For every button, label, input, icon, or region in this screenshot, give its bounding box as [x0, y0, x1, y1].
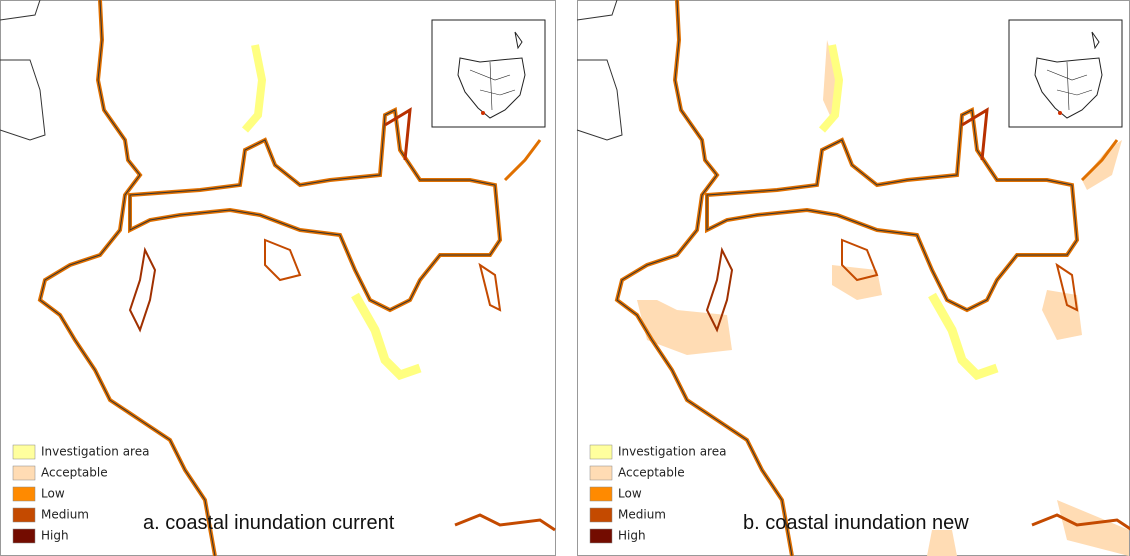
legend-label: Low: [618, 487, 642, 501]
legend-swatch: [13, 445, 35, 459]
figure: a. coastal inundation current Investigat…: [0, 0, 1130, 556]
page: a. coastal inundation current Investigat…: [0, 0, 1130, 556]
legend-label: High: [618, 529, 646, 543]
legend-swatch: [13, 466, 35, 480]
legend-swatch: [13, 529, 35, 543]
legend-swatch: [590, 487, 612, 501]
map-panel: a. coastal inundation current Investigat…: [0, 0, 556, 556]
legend-label: Low: [41, 487, 65, 501]
legend-swatch: [13, 487, 35, 501]
legend-label: Investigation area: [618, 445, 726, 459]
legend-label: Medium: [618, 508, 666, 522]
legend-swatch: [590, 529, 612, 543]
legend-label: Acceptable: [618, 466, 685, 480]
legend-label: High: [41, 529, 69, 543]
legend-swatch: [590, 466, 612, 480]
legend-label: Medium: [41, 508, 89, 522]
legend-label: Investigation area: [41, 445, 149, 459]
legend-swatch: [590, 508, 612, 522]
caption: a. coastal inundation current: [143, 512, 395, 534]
legend-swatch: [590, 445, 612, 459]
legend-swatch: [13, 508, 35, 522]
legend-label: Acceptable: [41, 466, 108, 480]
map-panel: b. coastal inundation new Investigation …: [577, 0, 1130, 556]
caption: b. coastal inundation new: [743, 512, 969, 534]
